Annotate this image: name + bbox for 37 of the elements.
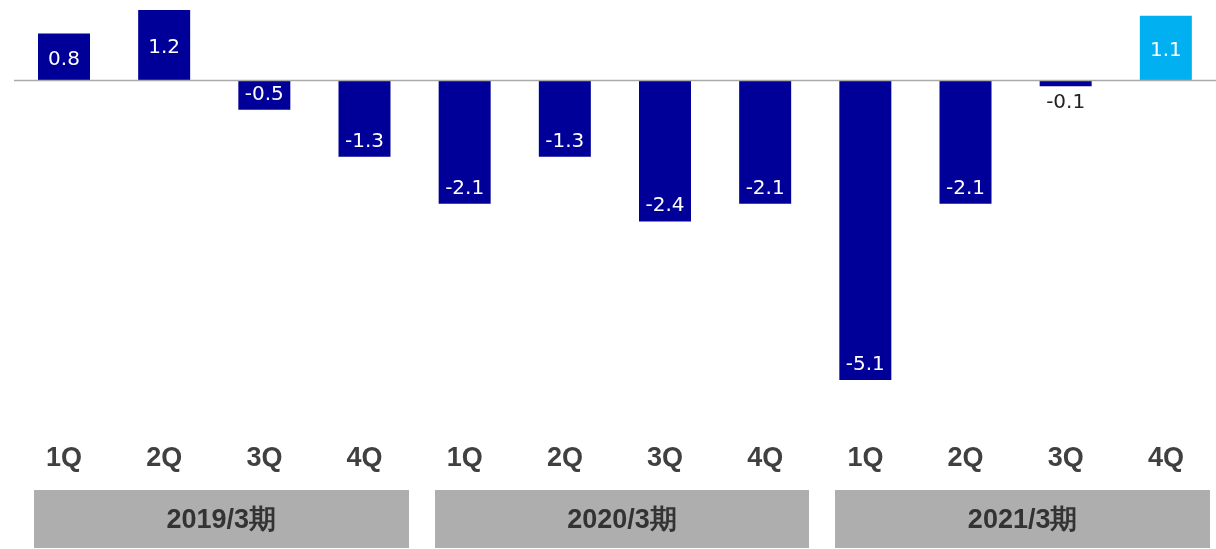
bar: [739, 80, 792, 204]
data-label: -1.3: [545, 127, 585, 152]
data-label: -2.4: [645, 192, 685, 217]
data-label: -1.3: [344, 127, 385, 152]
x-tick-label: 2Q: [146, 442, 183, 472]
data-label: 0.8: [48, 45, 80, 70]
x-tick-label: 2Q: [947, 442, 984, 472]
x-tick-label: 1Q: [446, 442, 483, 472]
x-tick-label: 4Q: [346, 442, 383, 472]
x-tick-label: 3Q: [246, 442, 283, 472]
text: 2019/3期: [34, 490, 409, 548]
text: 2020/3期: [434, 490, 810, 548]
bar: [939, 80, 992, 204]
bar: [639, 80, 691, 222]
x-tick-label: 2Q: [546, 442, 583, 472]
data-label: -0.5: [244, 80, 284, 105]
data-label: 1.1: [1149, 37, 1182, 62]
data-label: -2.1: [945, 174, 986, 199]
bar: [338, 80, 391, 157]
x-tick-label: 3Q: [1047, 442, 1084, 472]
bar: [538, 80, 591, 157]
x-tick-label: 4Q: [1147, 442, 1184, 472]
x-tick-label: 1Q: [46, 442, 83, 472]
bar: [38, 33, 90, 81]
bar: [438, 80, 491, 204]
data-label: -2.1: [745, 174, 785, 199]
data-label: -0.1: [1046, 89, 1086, 114]
data-label: -2.1: [445, 174, 485, 199]
bar: [138, 10, 191, 81]
bar: [1139, 15, 1192, 81]
text: 2021/3期: [835, 490, 1210, 548]
bar: [839, 80, 892, 380]
x-tick-label: 3Q: [647, 442, 684, 472]
x-tick-label: 1Q: [847, 442, 884, 472]
x-tick-label: 4Q: [747, 442, 784, 472]
data-label: -5.1: [845, 351, 885, 375]
data-label: 1.2: [148, 34, 181, 59]
